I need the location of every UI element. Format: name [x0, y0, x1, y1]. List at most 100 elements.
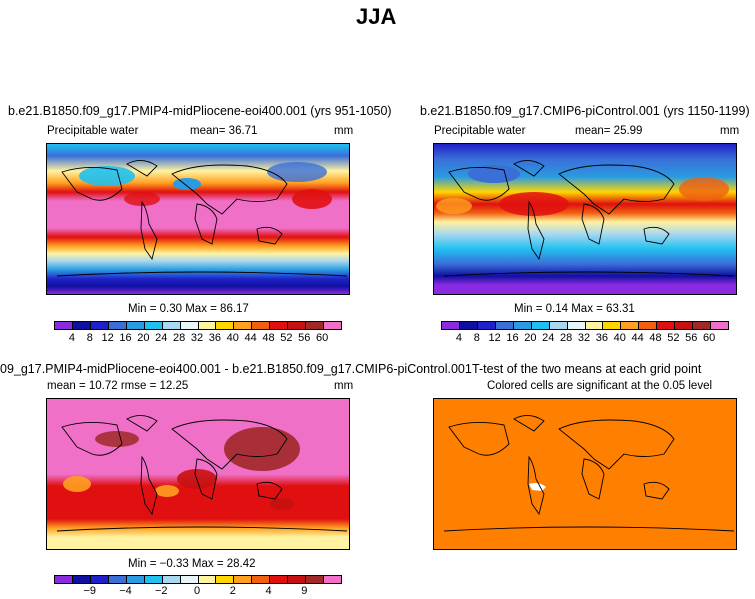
colorbar-tick-label: 48 [649, 332, 662, 344]
colorbar-swatch [55, 576, 73, 583]
map-bottom-left [46, 398, 350, 550]
colorbar-swatch [162, 576, 181, 583]
colorbar-swatch [90, 322, 109, 329]
colorbar-swatch [621, 322, 640, 329]
colorbar-swatch [675, 322, 694, 329]
colorbar-tick-label: 20 [524, 332, 537, 344]
map-top-right [433, 143, 737, 295]
colorbar-swatch [513, 322, 532, 329]
colorbar-tick-label: 20 [137, 332, 150, 344]
colorbar-bottom-left [54, 575, 342, 584]
colorbar-tick-label: 9 [301, 585, 308, 597]
variable-label-top-right: Precipitable water [434, 125, 526, 137]
colorbar-top-left [54, 321, 342, 330]
colorbar-labels-top-right: 4 8 12 16 20 24 28 32 36 40 44 48 52 56 60 [441, 332, 727, 344]
colorbar-tick-label: 4 [68, 332, 75, 344]
colorbar-swatch [477, 322, 496, 329]
panel-title-top-left: b.e21.B1850.f09_g17.PMIP4-midPliocene-eo… [8, 104, 392, 118]
colorbar-tick-label: 28 [173, 332, 186, 344]
colorbar-swatch [270, 576, 289, 583]
colorbar-tick-label: 40 [226, 332, 239, 344]
colorbar-swatch [198, 322, 217, 329]
panel-title-bottom-left: 09_g17.PMIP4-midPliocene-eoi400.001 - b.… [0, 362, 472, 376]
colorbar-tick-label: 60 [316, 332, 329, 344]
colorbar-swatch [126, 576, 145, 583]
map-bottom-left-field [47, 399, 349, 549]
colorbar-swatch [144, 322, 163, 329]
colorbar-swatch [288, 322, 307, 329]
colorbar-swatch [459, 322, 478, 329]
colorbar-swatch [711, 322, 728, 329]
colorbar-tick-label: 32 [190, 332, 204, 344]
colorbar-tick-label: 36 [595, 332, 608, 344]
colorbar-tick-label: 40 [613, 332, 626, 344]
colorbar-tick-label: −9 [83, 585, 97, 597]
colorbar-labels-bottom-left: −9 −4 −2 0 2 4 9 [54, 585, 340, 597]
colorbar-swatch [442, 322, 460, 329]
colorbar-tick-label: −4 [119, 585, 132, 597]
colorbar-tick-label: 8 [473, 332, 480, 344]
colorbar-swatch [306, 576, 325, 583]
colorbar-swatch [162, 322, 181, 329]
colorbar-tick-label: 28 [560, 332, 573, 344]
colorbar-top-right [441, 321, 729, 330]
map-top-right-field [434, 144, 736, 294]
colorbar-swatch [180, 322, 199, 329]
minmax-top-left: Min = 0.30 Max = 86.17 [128, 303, 249, 315]
colorbar-tick-label: 4 [265, 585, 272, 597]
colorbar-tick-label: 24 [542, 332, 555, 344]
colorbar-tick-label: 4 [455, 332, 462, 344]
colorbar-swatch [567, 322, 586, 329]
colorbar-swatch [657, 322, 676, 329]
colorbar-swatch [288, 576, 307, 583]
colorbar-swatch [108, 322, 127, 329]
colorbar-tick-label: 52 [667, 332, 680, 344]
units-label-top-right: mm [720, 125, 740, 137]
colorbar-tick-label: 44 [631, 332, 644, 344]
colorbar-swatch [585, 322, 604, 329]
colorbar-labels-top-left: 4 8 12 16 20 24 28 32 36 40 44 48 52 56 60 [54, 332, 340, 344]
colorbar-swatch [90, 576, 109, 583]
colorbar-tick-label: 12 [101, 332, 114, 344]
colorbar-swatch [639, 322, 658, 329]
panel-title-bottom-right: T-test of the two means at each grid poi… [472, 362, 702, 376]
colorbar-tick-label: 12 [488, 332, 501, 344]
colorbar-swatch [234, 322, 253, 329]
colorbar-swatch [252, 322, 271, 329]
colorbar-tick-label: 2 [229, 585, 236, 597]
map-top-left [46, 143, 350, 295]
colorbar-tick-label: 16 [119, 332, 132, 344]
units-label-bottom-left: mm [334, 380, 354, 392]
minmax-top-right: Min = 0.14 Max = 63.31 [514, 303, 635, 315]
colorbar-tick-label: 56 [685, 332, 698, 344]
variable-label-top-left: Precipitable water [47, 125, 139, 137]
colorbar-swatch [144, 576, 163, 583]
colorbar-swatch [126, 322, 145, 329]
colorbar-tick-label: 60 [703, 332, 716, 344]
map-top-left-field [47, 144, 349, 294]
colorbar-tick-label: 16 [506, 332, 519, 344]
colorbar-tick-label: 48 [262, 332, 275, 344]
colorbar-tick-label: 36 [208, 332, 221, 344]
colorbar-swatch [306, 322, 325, 329]
subtitle-bottom-right: Colored cells are significant at the 0.0… [487, 380, 713, 392]
colorbar-swatch [198, 576, 217, 583]
stat-label-bottom-left: mean = 10.72 rmse = 12.25 [47, 380, 189, 392]
colorbar-tick-label: 52 [280, 332, 293, 344]
colorbar-tick-label: 44 [244, 332, 257, 344]
colorbar-tick-label: 56 [298, 332, 311, 344]
map-bottom-right [433, 398, 737, 550]
colorbar-tick-label: 32 [577, 332, 591, 344]
map-bottom-right-field [434, 399, 736, 549]
colorbar-swatch [72, 322, 91, 329]
colorbar-swatch [72, 576, 91, 583]
colorbar-swatch [531, 322, 550, 329]
colorbar-swatch [603, 322, 622, 329]
panel-title-top-right: b.e21.B1850.f09_g17.CMIP6-piControl.001 … [420, 104, 750, 118]
colorbar-swatch [234, 576, 253, 583]
colorbar-swatch [495, 322, 514, 329]
mean-label-top-right: mean= 25.99 [575, 125, 643, 137]
colorbar-swatch [216, 322, 235, 329]
colorbar-swatch [252, 576, 271, 583]
colorbar-swatch [324, 322, 341, 329]
